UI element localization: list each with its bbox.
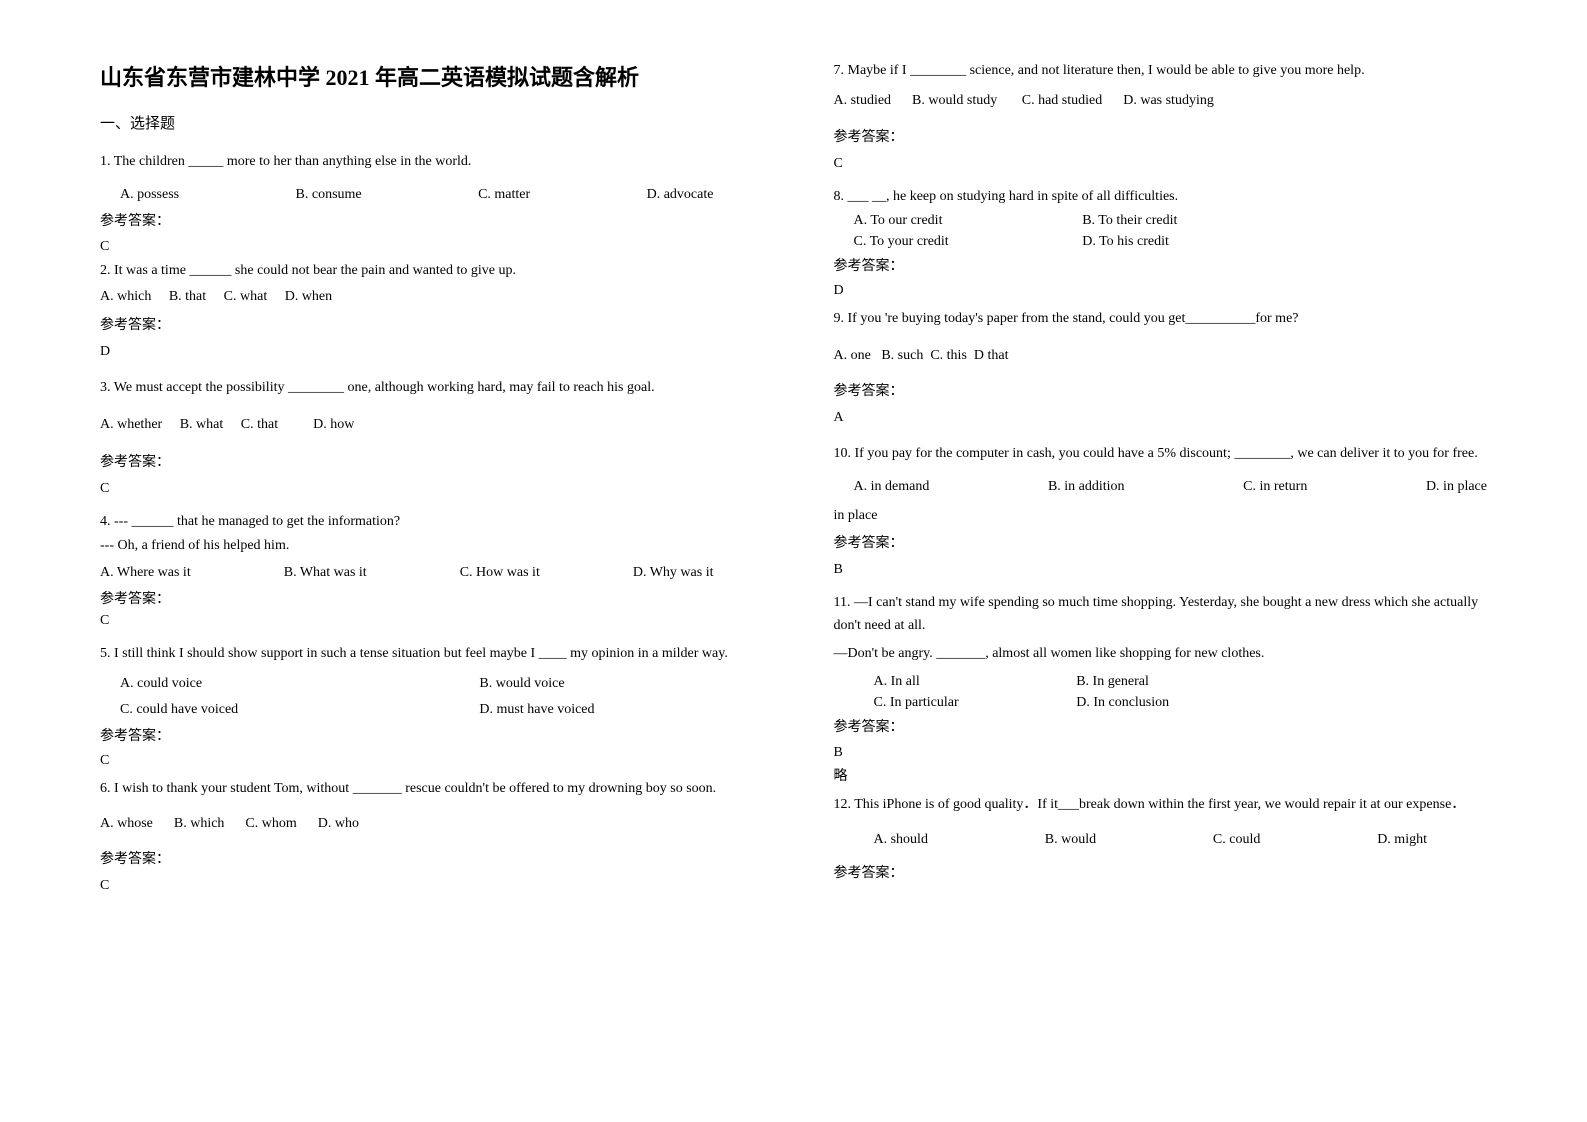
q12-text: 12. This iPhone is of good quality．If it…: [834, 791, 1508, 819]
q8-options-row1: A. To our credit B. To their credit: [834, 210, 1508, 231]
q2-text: 2. It was a time ______ she could not be…: [100, 260, 774, 282]
q9-answer: A: [834, 410, 1508, 426]
answer-label: 参考答案：: [100, 848, 774, 868]
q1-opt-b: B. consume: [296, 182, 362, 207]
q4-opt-d: D. Why was it: [633, 560, 714, 585]
q11-opt-a: A. In all: [874, 671, 1077, 692]
q4-opt-c: C. How was it: [460, 560, 540, 585]
q11-opt-c: C. In particular: [874, 692, 1077, 713]
q5-opt-d: D. must have voiced: [479, 697, 594, 722]
answer-label: 参考答案：: [100, 211, 774, 233]
q8-opt-b: B. To their credit: [1082, 210, 1177, 231]
q1-options: A. possess B. consume C. matter D. advoc…: [100, 182, 774, 207]
q11-options-row1: A. In all B. In general: [834, 671, 1508, 692]
section-heading: 一、选择题: [100, 112, 774, 133]
q8-opt-a: A. To our credit: [854, 210, 1083, 231]
q10-options: A. in demand B. in addition C. in return…: [834, 474, 1508, 499]
answer-label: 参考答案：: [100, 589, 774, 611]
q1-text: 1. The children _____ more to her than a…: [100, 148, 774, 176]
q8-answer: D: [834, 280, 1508, 302]
q1-opt-c: C. matter: [478, 182, 530, 207]
q10-opt-c: C. in return: [1243, 474, 1307, 499]
q8-opt-d: D. To his credit: [1082, 231, 1169, 252]
q6-options: A. whose B. which C. whom D. who: [100, 811, 774, 836]
answer-label: 参考答案：: [834, 717, 1508, 739]
q12-opt-a: A. should: [874, 827, 928, 852]
q10-text: 10. If you pay for the computer in cash,…: [834, 440, 1508, 468]
q12-opt-b: B. would: [1045, 827, 1096, 852]
q6-answer: C: [100, 878, 774, 894]
q4-options: A. Where was it B. What was it C. How wa…: [100, 560, 774, 585]
q6-text: 6. I wish to thank your student Tom, wit…: [100, 775, 774, 803]
q11-opt-b: B. In general: [1076, 671, 1149, 692]
q11-opt-d: D. In conclusion: [1076, 692, 1169, 713]
q8-options-row2: C. To your credit D. To his credit: [834, 231, 1508, 252]
q9-options: A. one B. such C. this D that: [834, 343, 1508, 368]
answer-label: 参考答案：: [834, 256, 1508, 278]
answer-label: 参考答案：: [834, 380, 1508, 400]
q8-text: 8. ___ __, he keep on studying hard in s…: [834, 186, 1508, 208]
q11-answer: B: [834, 742, 1508, 764]
q3-options: A. whether B. what C. that D. how: [100, 412, 774, 437]
q2-answer: D: [100, 344, 774, 360]
q3-text: 3. We must accept the possibility ______…: [100, 374, 774, 402]
q1-answer: C: [100, 236, 774, 258]
q10-opt-d: D. in place: [1426, 474, 1487, 499]
q10-answer: B: [834, 562, 1508, 578]
q4-opt-a: A. Where was it: [100, 560, 191, 585]
q10-opt-b: B. in addition: [1048, 474, 1125, 499]
answer-label: 参考答案：: [834, 126, 1508, 146]
q4-opt-b: B. What was it: [284, 560, 367, 585]
q3-answer: C: [100, 481, 774, 497]
q12-opt-d: D. might: [1377, 827, 1427, 852]
answer-label: 参考答案：: [100, 314, 774, 334]
right-column: 7. Maybe if I ________ science, and not …: [804, 60, 1508, 1082]
left-column: 山东省东营市建林中学 2021 年高二英语模拟试题含解析 一、选择题 1. Th…: [100, 60, 804, 1082]
q5-options-row1: A. could voice B. would voice: [100, 671, 774, 696]
q4-line1: 4. --- ______ that he managed to get the…: [100, 511, 774, 533]
q4-line2: --- Oh, a friend of his helped him.: [100, 535, 774, 557]
q9-text: 9. If you 're buying today's paper from …: [834, 305, 1508, 333]
q5-opt-a: A. could voice: [120, 671, 479, 696]
q11-options-row2: C. In particular D. In conclusion: [834, 692, 1508, 713]
q7-text: 7. Maybe if I ________ science, and not …: [834, 60, 1508, 82]
q5-text: 5. I still think I should show support i…: [100, 643, 774, 665]
q11-note: 略: [834, 766, 1508, 788]
q11-line1: 11. —I can't stand my wife spending so m…: [834, 592, 1508, 637]
q5-options-row2: C. could have voiced D. must have voiced: [100, 697, 774, 722]
answer-label: 参考答案：: [834, 862, 1508, 882]
q10-opt-a: A. in demand: [854, 474, 930, 499]
q5-opt-b: B. would voice: [479, 671, 564, 696]
answer-label: 参考答案：: [100, 451, 774, 471]
q12-opt-c: C. could: [1213, 827, 1260, 852]
q5-answer: C: [100, 750, 774, 772]
q10-opt-d-line: in place: [834, 503, 1508, 528]
answer-label: 参考答案：: [100, 726, 774, 748]
q8-opt-c: C. To your credit: [854, 231, 1083, 252]
answer-label: 参考答案：: [834, 532, 1508, 552]
q7-options: A. studied B. would study C. had studied…: [834, 88, 1508, 113]
q2-options: A. which B. that C. what D. when: [100, 284, 774, 309]
q1-opt-a: A. possess: [100, 182, 179, 207]
q7-answer: C: [834, 156, 1508, 172]
q1-opt-d: D. advocate: [647, 182, 714, 207]
q12-options: A. should B. would C. could D. might: [834, 827, 1508, 852]
page-title: 山东省东营市建林中学 2021 年高二英语模拟试题含解析: [100, 60, 774, 92]
q5-opt-c: C. could have voiced: [120, 697, 479, 722]
q11-line2: —Don't be angry. _______, almost all wom…: [834, 643, 1508, 665]
q4-answer: C: [100, 613, 774, 629]
